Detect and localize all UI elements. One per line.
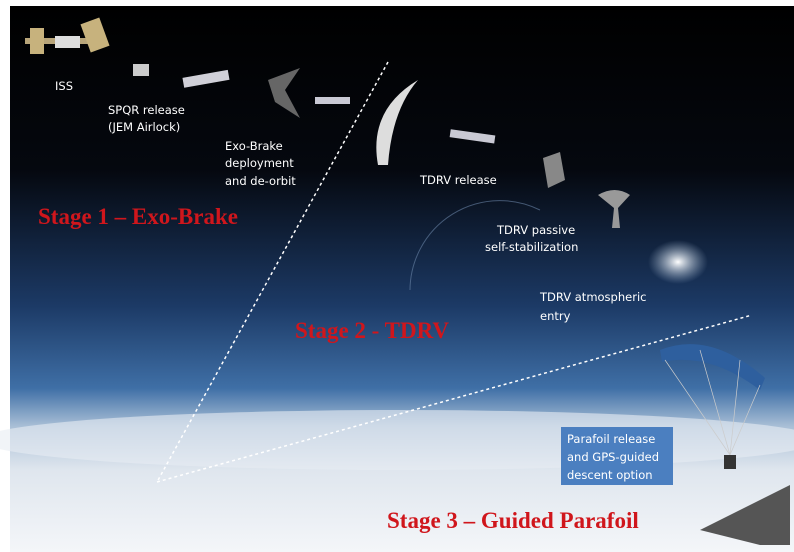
step-label: deployment bbox=[225, 156, 294, 170]
step-label: self-stabilization bbox=[485, 240, 578, 254]
exo-brake bbox=[268, 68, 300, 118]
step-label: entry bbox=[540, 309, 571, 323]
step-label: TDRV passive bbox=[496, 223, 575, 237]
step-label: descent option bbox=[567, 468, 653, 482]
step-label: and de-orbit bbox=[225, 174, 296, 188]
capsule bbox=[315, 97, 350, 104]
iss bbox=[25, 17, 110, 54]
step-label: SPQR release bbox=[108, 103, 185, 117]
entry-glow bbox=[648, 240, 708, 284]
step-label: (JEM Airlock) bbox=[108, 120, 180, 134]
step-label: TDRV atmospheric bbox=[539, 290, 646, 304]
step-label: Parafoil release bbox=[567, 432, 655, 446]
parafoil-box bbox=[561, 427, 673, 485]
step-label: TDRV release bbox=[419, 173, 497, 187]
payload bbox=[724, 455, 736, 469]
tdrv bbox=[543, 152, 565, 188]
parafoil-vehicle bbox=[700, 485, 790, 545]
clouds bbox=[0, 410, 794, 470]
capsule bbox=[182, 69, 230, 88]
step-label: and GPS-guided bbox=[567, 450, 659, 464]
spqr bbox=[133, 64, 149, 76]
capsule bbox=[449, 129, 496, 144]
horizon-arc bbox=[409, 200, 541, 291]
stage-title: Stage 2 - TDRV bbox=[295, 318, 449, 343]
parafoil bbox=[660, 344, 765, 390]
lines bbox=[664, 349, 761, 456]
exo-brake-large bbox=[376, 80, 418, 165]
tdrv bbox=[598, 190, 630, 228]
step-label: ISS bbox=[55, 79, 73, 93]
stage-title: Stage 3 – Guided Parafoil bbox=[387, 508, 639, 533]
divider bbox=[156, 61, 389, 483]
stage-title: Stage 1 – Exo-Brake bbox=[38, 204, 238, 229]
divider bbox=[156, 314, 753, 483]
step-label: Exo-Brake bbox=[225, 139, 283, 153]
